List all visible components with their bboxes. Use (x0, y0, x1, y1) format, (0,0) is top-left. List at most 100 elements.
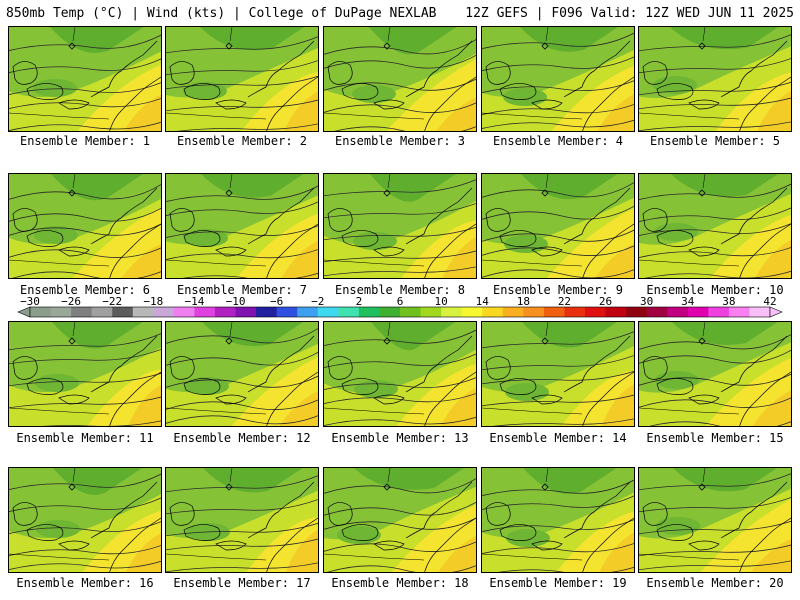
ensemble-member-map (165, 173, 319, 279)
colorbar-segment (708, 307, 730, 317)
ensemble-member-map (481, 467, 635, 573)
ensemble-member-label: Ensemble Member: 6 (19, 283, 151, 297)
ensemble-member-map (8, 467, 162, 573)
colorbar-tick-label: 30 (640, 296, 653, 308)
colorbar-tick-label: 10 (434, 296, 447, 308)
ensemble-member-map (638, 26, 792, 132)
ensemble-member-map (638, 467, 792, 573)
colorbar-segment (667, 307, 689, 317)
colorbar-segment (317, 307, 339, 317)
ensemble-member-label: Ensemble Member: 4 (492, 134, 624, 148)
ensemble-member-label: Ensemble Member: 19 (489, 576, 627, 590)
colorbar-tick-label: −22 (102, 296, 122, 308)
colorbar-segment (400, 307, 421, 317)
ensemble-member-label: Ensemble Member: 10 (646, 283, 784, 297)
colorbar-segment (585, 307, 606, 317)
colorbar-segment (728, 307, 750, 317)
colorbar-tick-label: 26 (599, 296, 612, 308)
ensemble-member-label: Ensemble Member: 2 (176, 134, 308, 148)
colorbar-tick-label: 22 (558, 296, 571, 308)
colorbar-segment (132, 307, 154, 317)
ensemble-member-label: Ensemble Member: 1 (19, 134, 151, 148)
colorbar-segment (646, 307, 668, 317)
ensemble-member-map (165, 26, 319, 132)
ensemble-member-label: Ensemble Member: 7 (176, 283, 308, 297)
ensemble-member-label: Ensemble Member: 16 (16, 576, 154, 590)
ensemble-member-map (481, 26, 635, 132)
colorbar-segment (605, 307, 627, 317)
ensemble-member-label: Ensemble Member: 3 (334, 134, 466, 148)
colorbar-tick-label: 42 (763, 296, 776, 308)
colorbar-tick-label: 18 (517, 296, 530, 308)
ensemble-member-label: Ensemble Member: 17 (173, 576, 311, 590)
ensemble-member-map (638, 321, 792, 427)
colorbar-segment (461, 307, 483, 317)
ensemble-member-map (323, 467, 477, 573)
ensemble-member-map (165, 321, 319, 427)
colorbar-segment (71, 307, 93, 317)
ensemble-member-label: Ensemble Member: 20 (646, 576, 784, 590)
colorbar-tick-label: −30 (20, 296, 40, 308)
ensemble-member-map (638, 173, 792, 279)
colorbar-segment (523, 307, 545, 317)
ensemble-member-label: Ensemble Member: 13 (331, 431, 469, 445)
colorbar-segment (112, 307, 134, 317)
colorbar-segment (338, 307, 360, 317)
colorbar-tick-label: 34 (681, 296, 695, 308)
colorbar-segment (235, 307, 257, 317)
ensemble-member-map (8, 321, 162, 427)
colorbar-segment (687, 307, 709, 317)
colorbar-segment (276, 307, 298, 317)
colorbar-segment (379, 307, 401, 317)
colorbar-right-arrow (769, 306, 783, 318)
colorbar-segment (502, 307, 524, 317)
ensemble-member-map (481, 321, 635, 427)
run-valid-time: 12Z GEFS | F096 Valid: 12Z WED JUN 11 20… (465, 6, 794, 21)
colorbar-segment (749, 307, 771, 317)
colorbar-segment (153, 307, 175, 317)
ensemble-member-map (8, 173, 162, 279)
colorbar-tick-label: −18 (143, 296, 163, 308)
ensemble-member-label: Ensemble Member: 9 (492, 283, 624, 297)
colorbar-tick-label: −26 (61, 296, 81, 308)
colorbar-segment (482, 307, 504, 317)
temperature-colorbar: −30 −26 −22 −18 −14 −10 −6 −2 2 6 10 14 18 22 26 30 34 38… (17, 296, 783, 318)
colorbar-left-arrow (17, 306, 31, 318)
colorbar-segment (564, 307, 586, 317)
ensemble-member-label: Ensemble Member: 15 (646, 431, 784, 445)
colorbar-tick-label: −10 (226, 296, 246, 308)
colorbar-tick-label: 38 (722, 296, 735, 308)
ensemble-member-map (8, 26, 162, 132)
colorbar-segment (50, 307, 72, 317)
colorbar-segment (297, 307, 319, 317)
colorbar-segment (626, 307, 648, 317)
colorbar-tick-label: −14 (185, 296, 205, 308)
colorbar-segment (420, 307, 442, 317)
colorbar-segment (194, 307, 216, 317)
map-title: 850mb Temp (°C) | Wind (kts) | College o… (6, 6, 437, 21)
ensemble-member-label: Ensemble Member: 12 (173, 431, 311, 445)
colorbar-segment (441, 307, 463, 317)
colorbar-segment (256, 307, 278, 317)
colorbar-segment (91, 307, 113, 317)
ensemble-member-map (323, 26, 477, 132)
ensemble-member-map (323, 321, 477, 427)
colorbar-segment (215, 307, 236, 317)
colorbar-tick-label: 6 (397, 296, 404, 308)
colorbar-segment (173, 307, 195, 317)
ensemble-member-map (481, 173, 635, 279)
ensemble-member-label: Ensemble Member: 5 (649, 134, 781, 148)
colorbar-segment (30, 307, 51, 317)
ensemble-member-map (165, 467, 319, 573)
colorbar-tick-label: −2 (311, 296, 324, 308)
ensemble-member-label: Ensemble Member: 18 (331, 576, 469, 590)
colorbar-tick-label: 14 (476, 296, 490, 308)
colorbar-tick-label: −6 (270, 296, 283, 308)
ensemble-member-label: Ensemble Member: 14 (489, 431, 627, 445)
ensemble-member-label: Ensemble Member: 11 (16, 431, 154, 445)
colorbar-tick-label: 2 (356, 296, 363, 308)
ensemble-member-map (323, 173, 477, 279)
ensemble-member-label: Ensemble Member: 8 (334, 283, 466, 297)
colorbar-segment (543, 307, 565, 317)
colorbar-segment (358, 307, 380, 317)
